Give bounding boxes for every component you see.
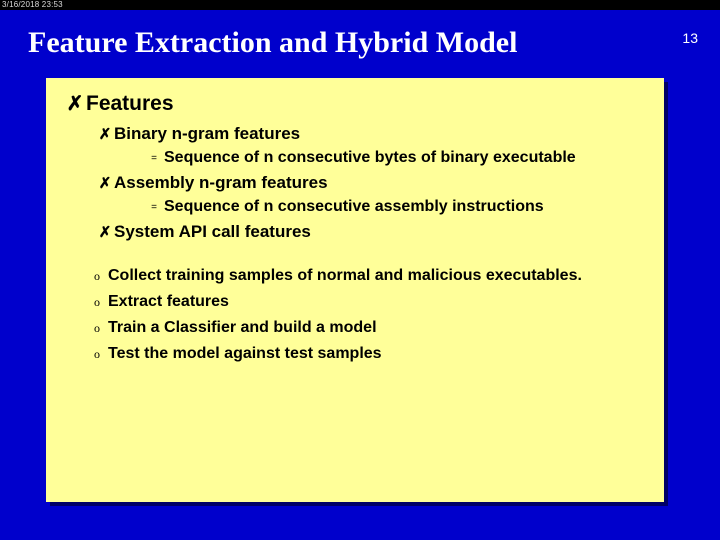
step-row: o Extract features: [64, 291, 646, 313]
step-row: o Collect training samples of normal and…: [64, 265, 646, 287]
x-bullet-icon: ✗: [64, 92, 86, 116]
o-bullet-icon: o: [86, 265, 108, 287]
o-bullet-icon: o: [86, 343, 108, 365]
heading-text: Features: [86, 92, 174, 116]
o-bullet-icon: o: [86, 317, 108, 339]
feature-row: ✗ System API call features: [64, 222, 646, 243]
feature-row: ✗ Binary n-gram features: [64, 124, 646, 145]
feature-detail: Sequence of n consecutive bytes of binar…: [164, 149, 576, 167]
slide: Feature Extraction and Hybrid Model 13 ✗…: [0, 10, 720, 540]
feature-label: Assembly n-gram features: [114, 173, 328, 193]
step-row: o Test the model against test samples: [64, 343, 646, 365]
heading-row: ✗ Features: [64, 92, 646, 116]
x-bullet-icon: ✗: [96, 124, 114, 145]
x-bullet-icon: ✗: [96, 222, 114, 243]
x-bullet-icon: ✗: [96, 173, 114, 194]
feature-detail: Sequence of n consecutive assembly instr…: [164, 198, 544, 216]
step-text: Train a Classifier and build a model: [108, 317, 377, 339]
eq-bullet-icon: =: [144, 198, 164, 218]
step-text: Extract features: [108, 291, 229, 313]
page-number: 13: [682, 30, 698, 46]
o-bullet-icon: o: [86, 291, 108, 313]
step-row: o Train a Classifier and build a model: [64, 317, 646, 339]
step-text: Collect training samples of normal and m…: [108, 265, 582, 287]
feature-label: System API call features: [114, 222, 311, 242]
slide-title: Feature Extraction and Hybrid Model: [28, 26, 517, 60]
feature-detail-row: = Sequence of n consecutive bytes of bin…: [64, 149, 646, 169]
feature-label: Binary n-gram features: [114, 124, 300, 144]
content-box: ✗ Features ✗ Binary n-gram features = Se…: [46, 78, 664, 502]
step-text: Test the model against test samples: [108, 343, 382, 365]
feature-row: ✗ Assembly n-gram features: [64, 173, 646, 194]
feature-detail-row: = Sequence of n consecutive assembly ins…: [64, 198, 646, 218]
timestamp: 3/16/2018 23:53: [2, 0, 63, 9]
eq-bullet-icon: =: [144, 149, 164, 169]
